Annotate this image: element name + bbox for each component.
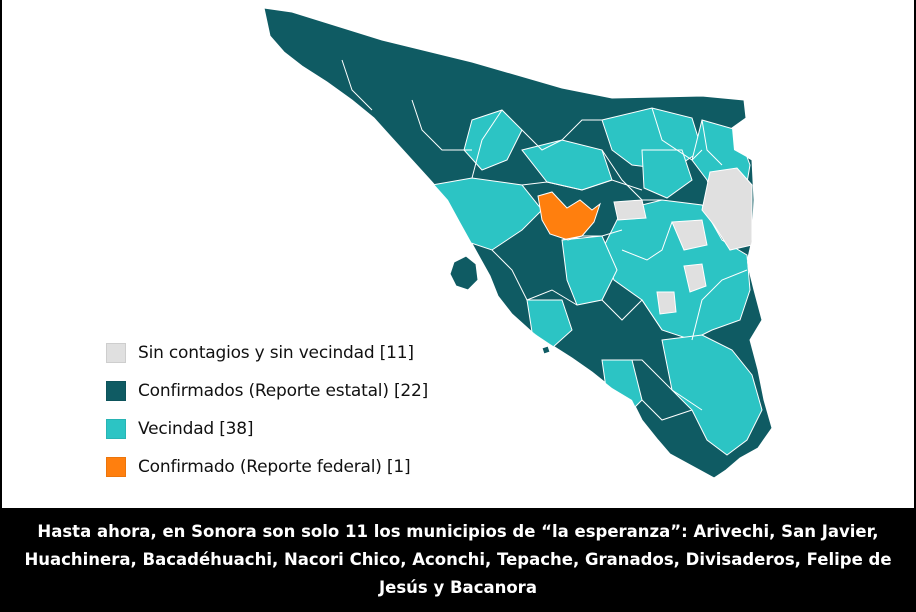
legend-item: Vecindad [38] [106,414,428,444]
legend-swatch [106,343,126,363]
municipality-regions [341,59,763,456]
region-vecindad [526,299,573,349]
caption-bar: Hasta ahora, en Sonora son solo 11 los m… [0,508,916,612]
map-panel: Sin contagios y sin vecindad [11] Confirm… [2,0,914,508]
region-confirmado-federal [537,191,601,241]
municipality-borders [341,59,748,421]
legend-item: Confirmado (Reporte federal) [1] [106,452,428,482]
tiburon-island [449,255,479,291]
region-sin-contagios [683,263,707,293]
caption-text: Hasta ahora, en Sonora son solo 11 los m… [24,522,892,597]
legend-label: Confirmado (Reporte federal) [1] [138,457,411,477]
legend-label: Vecindad [38] [138,419,254,439]
legend-item: Confirmados (Reporte estatal) [22] [106,376,428,406]
region-vecindad [661,334,763,456]
legend-swatch [106,381,126,401]
region-vecindad [641,149,693,199]
region-sin-contagios [701,167,753,251]
small-island [541,345,551,355]
legend-label: Confirmados (Reporte estatal) [22] [138,381,429,401]
sonora-municipalities-map [263,7,773,479]
legend: Sin contagios y sin vecindad [11] Confirm… [106,338,428,490]
region-sin-contagios [656,291,677,315]
legend-item: Sin contagios y sin vecindad [11] [106,338,428,368]
region-sin-contagios [671,219,708,251]
region-sin-contagios [613,199,647,221]
legend-swatch [106,419,126,439]
legend-label: Sin contagios y sin vecindad [11] [138,343,414,363]
legend-swatch [106,457,126,477]
